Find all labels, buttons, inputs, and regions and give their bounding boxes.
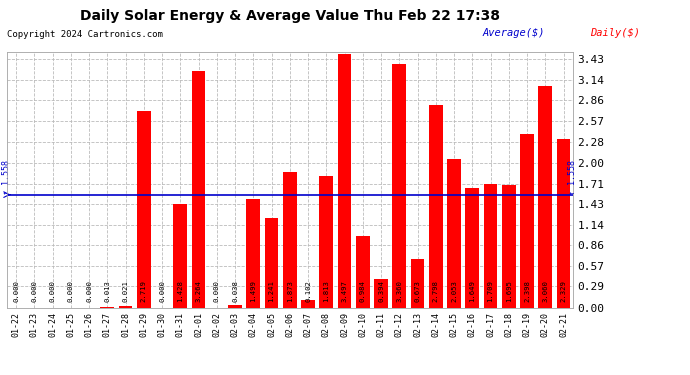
Bar <box>302 300 315 307</box>
Bar <box>319 176 333 308</box>
Text: 1.709: 1.709 <box>488 280 493 302</box>
Text: 1.241: 1.241 <box>268 280 275 302</box>
Text: 2.798: 2.798 <box>433 280 439 302</box>
Text: 0.013: 0.013 <box>104 280 110 302</box>
Text: 1.813: 1.813 <box>324 280 329 302</box>
Text: 0.038: 0.038 <box>232 280 238 302</box>
Bar <box>173 204 187 308</box>
Text: 0.984: 0.984 <box>359 280 366 302</box>
Text: ↑ 1.558: ↑ 1.558 <box>2 160 12 195</box>
Text: 1.649: 1.649 <box>469 280 475 302</box>
Text: 2.329: 2.329 <box>560 280 566 302</box>
Bar <box>337 54 351 307</box>
Text: 1.499: 1.499 <box>250 280 256 302</box>
Bar <box>192 71 206 308</box>
Bar <box>447 159 461 308</box>
Bar <box>393 64 406 308</box>
Bar <box>101 306 114 308</box>
Bar <box>520 134 534 308</box>
Bar <box>484 184 497 308</box>
Bar <box>265 217 278 308</box>
Text: Average($): Average($) <box>483 28 546 38</box>
Text: 0.000: 0.000 <box>50 280 55 302</box>
Bar <box>557 139 571 308</box>
Text: 1.873: 1.873 <box>287 280 293 302</box>
Text: 0.394: 0.394 <box>378 280 384 302</box>
Bar <box>429 105 443 308</box>
Bar <box>538 86 552 308</box>
Text: 2.719: 2.719 <box>141 280 147 302</box>
Bar <box>137 111 150 308</box>
Text: 0.000: 0.000 <box>13 280 19 302</box>
Text: 3.264: 3.264 <box>195 280 201 302</box>
Text: 0.000: 0.000 <box>31 280 37 302</box>
Text: 1.428: 1.428 <box>177 280 184 302</box>
Bar <box>283 172 297 308</box>
Text: 3.360: 3.360 <box>396 280 402 302</box>
Bar <box>411 259 424 308</box>
Bar <box>356 236 370 308</box>
Text: 0.102: 0.102 <box>305 280 311 302</box>
Bar <box>246 199 260 308</box>
Text: Copyright 2024 Cartronics.com: Copyright 2024 Cartronics.com <box>7 30 163 39</box>
Text: 2.398: 2.398 <box>524 280 530 302</box>
Text: 0.000: 0.000 <box>86 280 92 302</box>
Bar <box>466 188 479 308</box>
Text: Daily($): Daily($) <box>590 28 640 38</box>
Bar <box>119 306 132 308</box>
Text: 3.060: 3.060 <box>542 280 549 302</box>
Bar <box>502 185 515 308</box>
Bar <box>228 305 242 308</box>
Text: 0.000: 0.000 <box>214 280 220 302</box>
Text: 1.695: 1.695 <box>506 280 512 302</box>
Text: 3.497: 3.497 <box>342 280 348 302</box>
Text: 0.000: 0.000 <box>159 280 165 302</box>
Text: 2.053: 2.053 <box>451 280 457 302</box>
Text: ↑ 1.558: ↑ 1.558 <box>568 160 578 195</box>
Text: 0.021: 0.021 <box>123 280 128 302</box>
Bar <box>374 279 388 308</box>
Text: Daily Solar Energy & Average Value Thu Feb 22 17:38: Daily Solar Energy & Average Value Thu F… <box>80 9 500 23</box>
Text: 0.673: 0.673 <box>415 280 421 302</box>
Text: 0.000: 0.000 <box>68 280 74 302</box>
